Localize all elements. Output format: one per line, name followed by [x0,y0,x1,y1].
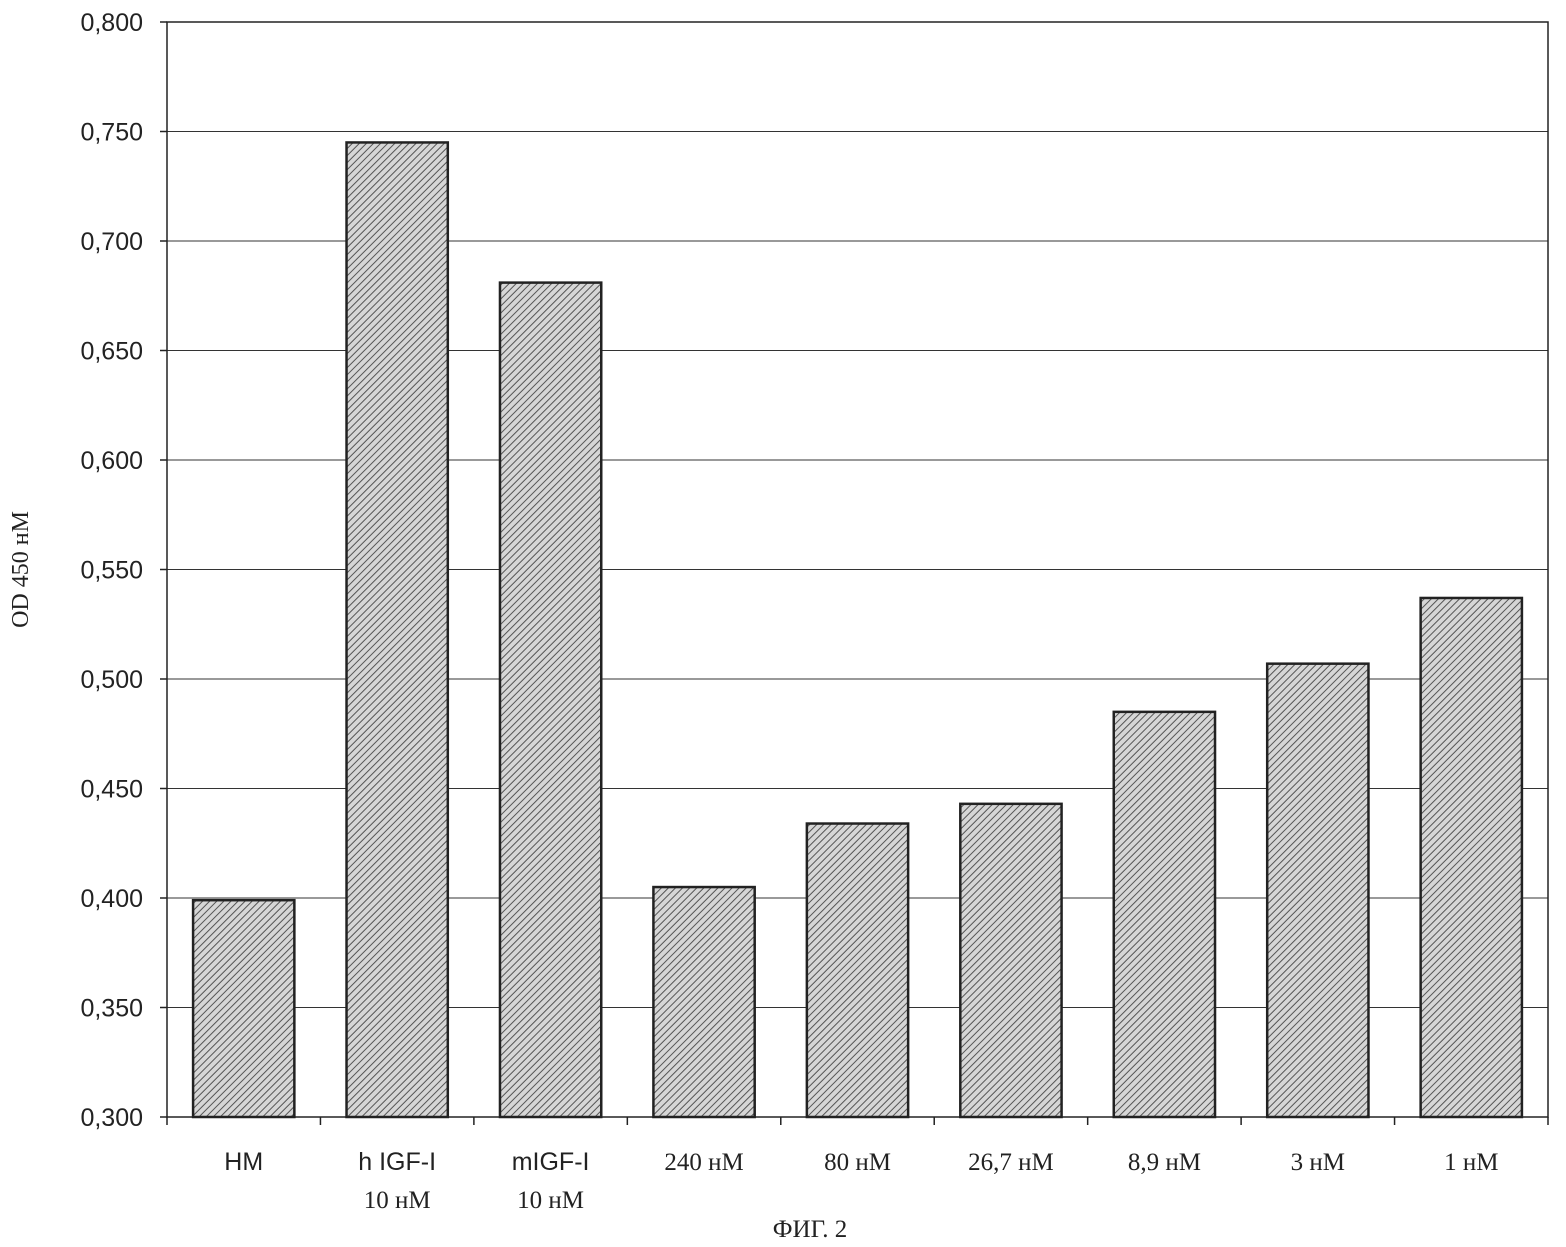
figure-caption: ФИГ. 2 [773,1216,847,1243]
bar [500,283,601,1117]
x-tick-label: 240 нМ [664,1149,743,1176]
y-tick-label: 0,300 [80,1104,143,1132]
bar [653,887,754,1117]
y-tick-label: 0,400 [80,885,143,913]
bar [1114,712,1215,1117]
y-tick-label: 0,350 [80,995,143,1023]
y-tick-label: 0,750 [80,119,143,147]
x-tick-label: 80 нМ [824,1149,891,1176]
x-tick-label: 8,9 нМ [1128,1149,1201,1176]
bar [193,900,294,1117]
bar [807,824,908,1117]
bar [1267,664,1368,1117]
x-tick-label: h IGF-I [358,1148,436,1176]
y-tick-label: 0,500 [80,666,143,694]
bar [960,804,1061,1117]
x-tick-label-line2: 10 нМ [517,1187,584,1214]
bar [347,142,448,1117]
y-tick-label: 0,650 [80,338,143,366]
y-tick-label: 0,600 [80,447,143,475]
y-tick-label: 0,450 [80,776,143,804]
x-axis-ticks: НМ h IGF-I 10 нМ mIGF-I 10 нМ 240 нМ 80 нМ 26,7… [167,1117,1548,1214]
x-tick-label: mIGF-I [512,1148,590,1176]
bars [193,142,1522,1117]
y-tick-label: 0,700 [80,228,143,256]
y-tick-label: 0,800 [80,9,143,37]
y-axis-ticks: 0,300 0,350 0,400 0,450 0,500 0,550 0,600 0,650… [80,9,167,1132]
x-tick-label: 3 нМ [1291,1149,1345,1176]
x-tick-label-line2: 10 нМ [364,1187,431,1214]
y-tick-label: 0,550 [80,557,143,585]
x-tick-label: НМ [224,1148,263,1176]
y-axis-label: OD 450 нМ [8,511,34,628]
x-tick-label: 1 нМ [1444,1149,1498,1176]
x-tick-label: 26,7 нМ [968,1149,1054,1176]
bar [1421,598,1522,1117]
